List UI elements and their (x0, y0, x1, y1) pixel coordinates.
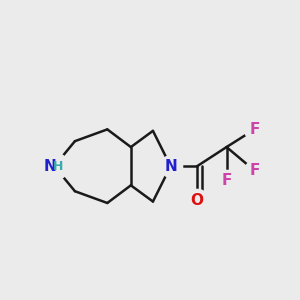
Text: N: N (44, 159, 57, 174)
Text: H: H (53, 160, 63, 173)
Text: F: F (249, 163, 260, 178)
Text: N: N (164, 159, 177, 174)
Text: O: O (190, 193, 204, 208)
Text: F: F (221, 173, 232, 188)
Text: F: F (249, 122, 260, 137)
